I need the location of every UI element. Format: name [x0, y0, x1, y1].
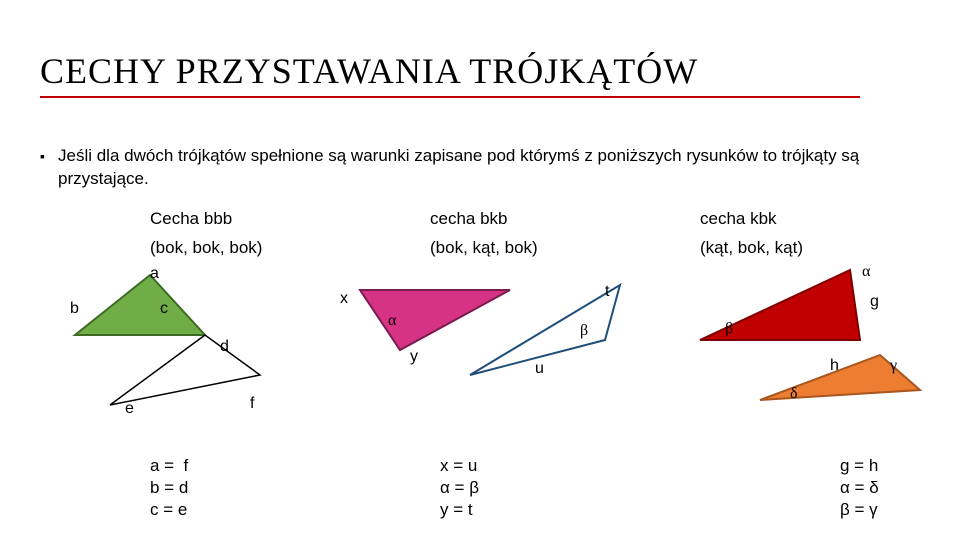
label-d: d — [220, 338, 229, 356]
col2-sub: (bok, kąt, bok) — [430, 238, 538, 258]
equations-col3: g = h α = δ β = γ — [840, 455, 879, 521]
label-gamma: γ — [890, 357, 897, 375]
label-a: a — [150, 265, 159, 283]
col3-sub: (kąt, bok, kąt) — [700, 238, 803, 258]
label-f: f — [250, 395, 254, 413]
label-alpha: α — [388, 312, 396, 330]
page-title: CECHY PRZYSTAWANIA TRÓJKĄTÓW — [40, 50, 698, 92]
triangle-orange — [760, 355, 930, 410]
label-u: u — [535, 360, 544, 378]
title-underline — [40, 96, 860, 98]
col3-head: cecha kbk — [700, 209, 777, 229]
label-g: g — [870, 293, 879, 311]
label-t: t — [605, 283, 609, 301]
col1-head: Cecha bbb — [150, 209, 232, 229]
label-h: h — [830, 357, 839, 375]
label-x: x — [340, 290, 348, 308]
label-alpha2: α — [862, 263, 870, 281]
equations-col1: a = f b = d c = e — [150, 455, 188, 521]
label-beta2: β — [725, 320, 733, 338]
label-e: e — [125, 400, 134, 418]
intro-text: Jeśli dla dwóch trójkątów spełnione są w… — [58, 145, 908, 191]
label-b: b — [70, 300, 79, 318]
label-c: c — [160, 300, 168, 318]
equations-col2: x = u α = β y = t — [440, 455, 479, 521]
label-delta: δ — [790, 385, 798, 403]
triangle-blue — [470, 285, 640, 380]
triangle-red — [700, 270, 870, 350]
col2-head: cecha bkb — [430, 209, 508, 229]
col1-sub: (bok, bok, bok) — [150, 238, 262, 258]
label-y: y — [410, 348, 418, 366]
bullet-icon: ▪ — [40, 148, 45, 164]
label-beta: β — [580, 322, 588, 340]
triangle-white — [110, 335, 270, 415]
